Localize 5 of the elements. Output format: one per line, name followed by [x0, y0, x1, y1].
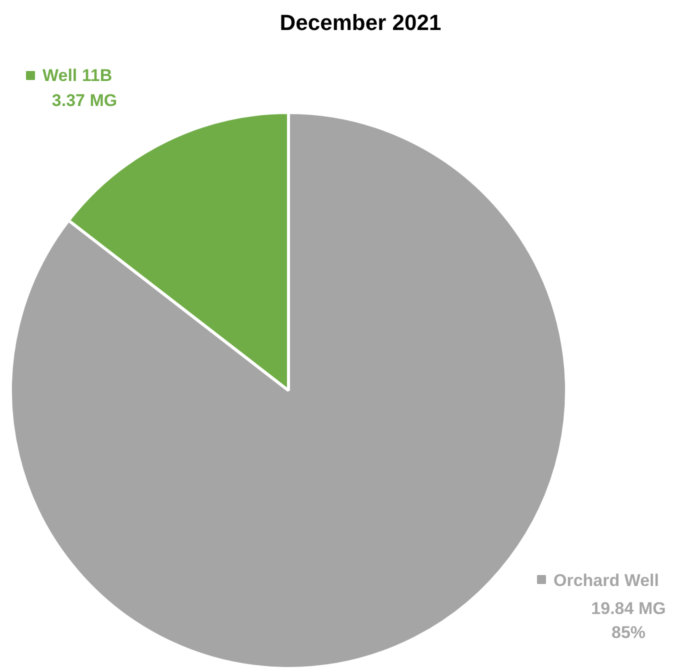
legend-label: Orchard Well — [554, 571, 659, 590]
legend-label: Well 11B — [42, 66, 112, 85]
data-label: 3.37 MG — [52, 91, 118, 110]
data-label: 19.84 MG 85% — [591, 599, 666, 642]
chart-title: December 2021 — [280, 10, 442, 35]
